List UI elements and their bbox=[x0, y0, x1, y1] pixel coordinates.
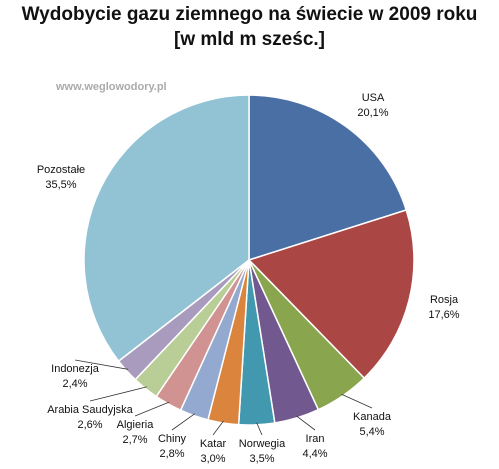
slice-value-arabia-saudyjska: 2,6% bbox=[77, 419, 102, 431]
leader-line-katar bbox=[212, 420, 224, 436]
slice-labels: USA 20,1% Rosja 17,6% Kanada 5,4% Iran 4,4% Norw… bbox=[37, 92, 460, 465]
slice-value-norwegia: 3,5% bbox=[249, 453, 274, 465]
slice-name-algieria: Algieria bbox=[117, 419, 155, 431]
slice-name-indonezja: Indonezja bbox=[51, 363, 100, 375]
slice-value-kanada: 5,4% bbox=[359, 426, 384, 438]
slice-name-arabia-saudyjska: Arabia Saudyjska bbox=[47, 404, 133, 416]
leader-line-norwegia bbox=[256, 422, 263, 436]
slice-value-algieria: 2,7% bbox=[122, 434, 147, 446]
slice-value-usa: 20,1% bbox=[357, 107, 388, 119]
slice-value-pozostale: 35,5% bbox=[45, 179, 76, 191]
slice-name-katar: Katar bbox=[200, 438, 227, 450]
pie-slice-pozostale bbox=[83, 94, 250, 363]
leader-line-arabia-saudyjska bbox=[89, 386, 147, 402]
pie-slices bbox=[83, 94, 415, 426]
leader-line-kanada bbox=[341, 393, 373, 409]
slice-name-rosja: Rosja bbox=[430, 294, 459, 306]
pie-slice-rosja bbox=[247, 209, 415, 380]
slice-value-rosja: 17,6% bbox=[428, 309, 459, 321]
pie-slice-usa bbox=[248, 94, 408, 262]
leader-line-chiny bbox=[171, 413, 196, 431]
slice-value-iran: 4,4% bbox=[302, 448, 327, 460]
slice-name-usa: USA bbox=[362, 92, 385, 104]
slice-name-pozostale: Pozostałe bbox=[37, 164, 85, 176]
chart-title: Wydobycie gazu ziemnego na świecie w 200… bbox=[21, 4, 478, 25]
leader-line-algieria bbox=[134, 401, 170, 417]
slice-name-iran: Iran bbox=[306, 433, 325, 445]
leader-line-indonezja bbox=[74, 359, 129, 370]
slice-name-norwegia: Norwegia bbox=[239, 438, 286, 450]
slice-name-chiny: Chiny bbox=[158, 433, 187, 445]
slice-name-kanada: Kanada bbox=[353, 411, 392, 423]
watermark: www.weglowodory.pl bbox=[56, 81, 167, 93]
slice-value-chiny: 2,8% bbox=[159, 448, 184, 460]
leader-lines bbox=[74, 359, 373, 436]
slice-value-katar: 3,0% bbox=[200, 453, 225, 465]
leader-line-iran bbox=[296, 415, 316, 431]
slice-value-indonezja: 2,4% bbox=[62, 378, 87, 390]
chart-subtitle: [w mld m sześc.] bbox=[174, 29, 325, 50]
